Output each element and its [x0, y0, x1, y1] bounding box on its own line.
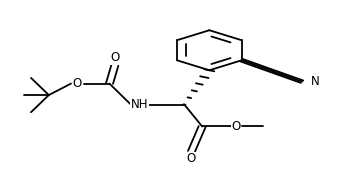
Text: NH: NH — [131, 98, 149, 111]
Text: O: O — [110, 51, 120, 64]
Text: O: O — [187, 152, 196, 165]
Text: O: O — [231, 120, 241, 133]
Text: O: O — [73, 77, 82, 90]
Text: N: N — [311, 75, 320, 88]
